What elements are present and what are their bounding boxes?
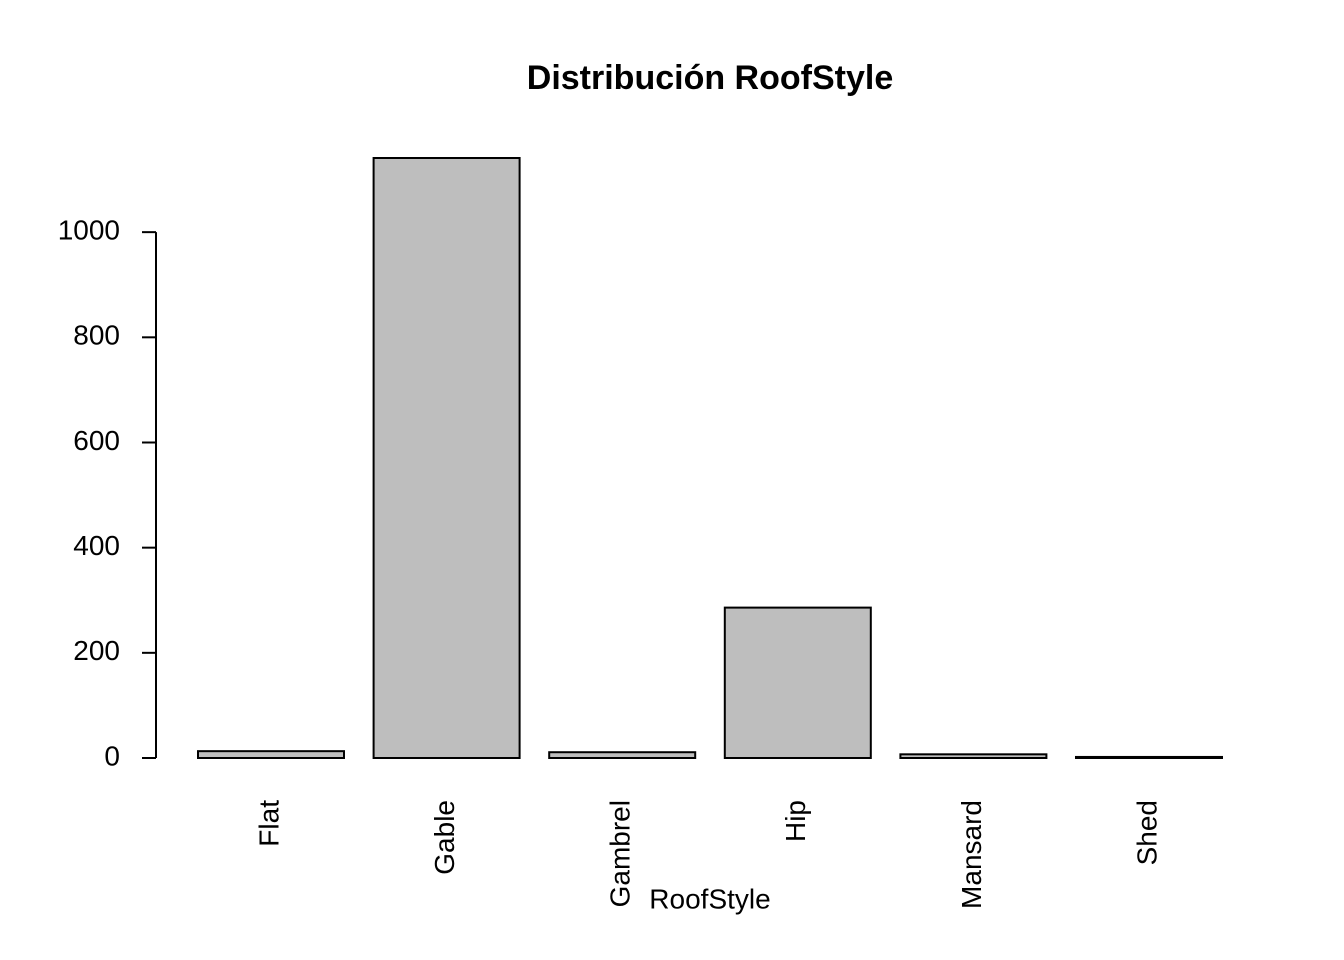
x-tick-label: Mansard [956, 800, 987, 909]
bar [723, 606, 872, 759]
x-tick-label: Shed [1131, 800, 1162, 865]
x-tick-label: Flat [253, 800, 284, 847]
y-tick-label: 400 [73, 530, 120, 561]
y-tick-label: 600 [73, 425, 120, 456]
bar [899, 753, 1048, 760]
y-tick-label: 1000 [58, 215, 120, 246]
y-tick-label: 800 [73, 320, 120, 351]
x-tick-label: Gable [429, 800, 460, 875]
bar [197, 750, 345, 759]
chart-title: Distribución RoofStyle [527, 59, 893, 97]
bar [372, 157, 521, 759]
x-tick-label: Gambrel [605, 800, 636, 907]
x-tick-label: Hip [780, 800, 811, 842]
x-axis-label: RoofStyle [649, 883, 770, 914]
bar [1075, 755, 1223, 760]
y-tick-label: 0 [104, 740, 120, 771]
bar [548, 751, 697, 759]
y-tick-label: 200 [73, 635, 120, 666]
